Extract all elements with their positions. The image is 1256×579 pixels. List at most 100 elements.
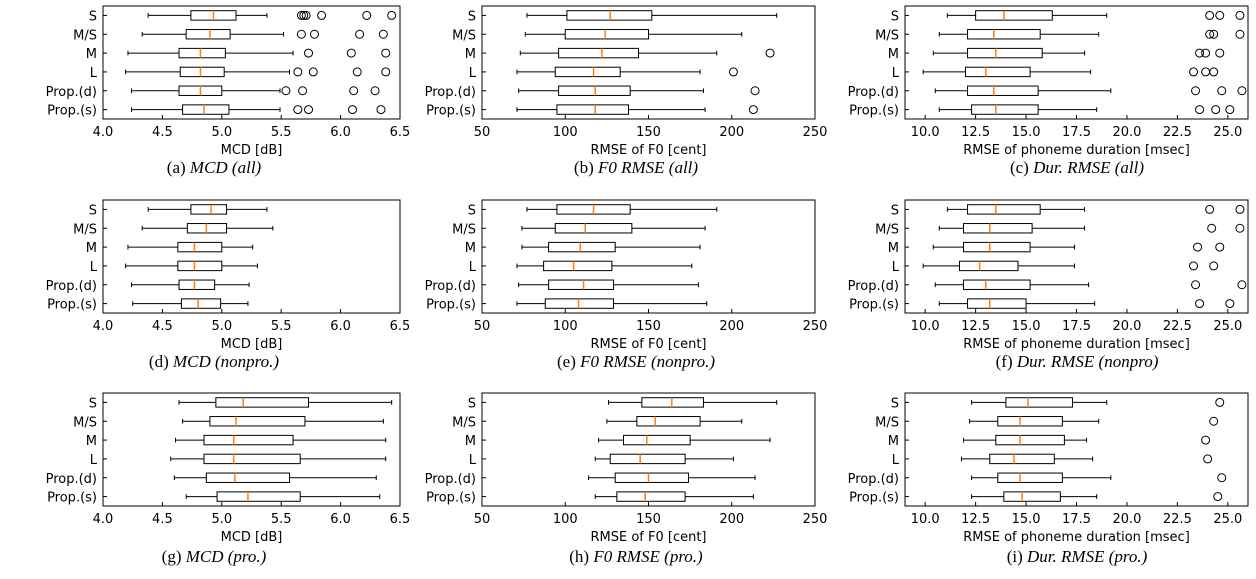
box-S bbox=[526, 204, 718, 215]
box-Prop.(d) bbox=[934, 85, 1247, 96]
outlier-point bbox=[362, 10, 372, 20]
x-tick-label: 4.0 bbox=[93, 319, 114, 334]
iqr-box bbox=[190, 204, 228, 215]
iqr-box bbox=[215, 397, 310, 408]
box-M/S bbox=[182, 416, 384, 427]
iqr-box bbox=[548, 279, 615, 290]
box-M/S bbox=[938, 29, 1245, 40]
x-tick-label: 6.5 bbox=[390, 319, 411, 334]
box-M bbox=[932, 47, 1225, 59]
y-tick-label: S bbox=[891, 396, 899, 411]
y-tick-label: Prop.(d) bbox=[848, 472, 899, 487]
panel-caption-e: (e) F0 RMSE (nonpro.) bbox=[486, 352, 786, 372]
box-M/S bbox=[521, 223, 706, 234]
iqr-box bbox=[614, 472, 689, 483]
outlier-point bbox=[1209, 416, 1219, 426]
y-tick-label: M bbox=[86, 47, 97, 62]
iqr-box bbox=[209, 416, 306, 427]
outlier-point bbox=[1213, 492, 1223, 502]
y-tick-label: M/S bbox=[452, 415, 476, 430]
iqr-box bbox=[967, 204, 1041, 215]
box-L bbox=[125, 260, 258, 272]
iqr-box bbox=[967, 298, 1027, 309]
outlier-point bbox=[381, 67, 391, 77]
x-tick-label: 25.0 bbox=[1213, 319, 1242, 334]
iqr-box bbox=[963, 279, 1031, 290]
y-tick-label: L bbox=[469, 453, 477, 468]
x-tick-label: 15.0 bbox=[1012, 125, 1041, 140]
outlier-point bbox=[1191, 280, 1201, 290]
outlier-point bbox=[765, 48, 775, 58]
outlier-point bbox=[355, 29, 365, 39]
outlier-point bbox=[1205, 204, 1215, 214]
iqr-box bbox=[975, 10, 1053, 21]
box-Prop.(d) bbox=[934, 279, 1247, 290]
y-tick-label: S bbox=[468, 9, 476, 24]
caption-title: Dur. RMSE (nonpro) bbox=[1016, 352, 1159, 371]
iqr-box bbox=[958, 260, 1019, 272]
outlier-point bbox=[1235, 10, 1245, 20]
panel-caption-g: (g) MCD (pro.) bbox=[64, 547, 364, 567]
caption-label: (b) bbox=[573, 158, 594, 177]
outlier-point bbox=[301, 10, 311, 20]
box-Prop.(d) bbox=[971, 472, 1227, 483]
x-tick-label: 150 bbox=[636, 512, 661, 527]
x-tick-label: 17.5 bbox=[1062, 319, 1091, 334]
outlier-point bbox=[1201, 48, 1211, 58]
x-tick-label: 6.5 bbox=[390, 125, 411, 140]
box-M bbox=[963, 434, 1211, 446]
y-tick-label: L bbox=[892, 453, 900, 468]
y-tick-label: L bbox=[469, 66, 477, 81]
box-S bbox=[147, 204, 268, 215]
outlier-point bbox=[1209, 67, 1219, 77]
x-tick-label: 10.0 bbox=[911, 125, 940, 140]
x-tick-label: 6.0 bbox=[330, 319, 351, 334]
outlier-point bbox=[370, 86, 380, 96]
box-Prop.(s) bbox=[594, 491, 754, 502]
iqr-box bbox=[205, 472, 291, 483]
box-S bbox=[971, 397, 1225, 408]
caption-label: (e) bbox=[557, 352, 576, 371]
outlier-point bbox=[1211, 105, 1221, 115]
iqr-box bbox=[623, 434, 691, 446]
outlier-point bbox=[1235, 29, 1245, 39]
y-tick-label: S bbox=[891, 9, 899, 24]
box-Prop.(s) bbox=[938, 104, 1235, 115]
outlier-point bbox=[308, 67, 318, 77]
iqr-box bbox=[1003, 491, 1061, 502]
caption-title: F0 RMSE (all) bbox=[597, 158, 699, 177]
x-tick-label: 100 bbox=[553, 319, 578, 334]
y-tick-label: S bbox=[89, 396, 97, 411]
box-Prop.(s) bbox=[938, 298, 1235, 309]
box-Prop.(s) bbox=[971, 491, 1223, 502]
iqr-box bbox=[963, 223, 1033, 234]
outlier-point bbox=[299, 10, 309, 20]
caption-label: (d) bbox=[148, 352, 169, 371]
outlier-point bbox=[296, 29, 306, 39]
x-tick-label: 25.0 bbox=[1213, 512, 1242, 527]
outlier-point bbox=[1225, 299, 1235, 309]
x-tick-label: 5.0 bbox=[211, 319, 232, 334]
outlier-point bbox=[1205, 29, 1215, 39]
x-tick-label: 200 bbox=[719, 125, 744, 140]
box-Prop.(d) bbox=[173, 472, 377, 483]
iqr-box bbox=[554, 66, 621, 78]
iqr-box bbox=[178, 279, 216, 290]
iqr-box bbox=[997, 416, 1063, 427]
box-Prop.(d) bbox=[131, 279, 250, 290]
x-tick-label: 50 bbox=[474, 512, 491, 527]
x-axis-label: RMSE of phoneme duration [msec] bbox=[963, 530, 1190, 545]
outlier-point bbox=[1195, 299, 1205, 309]
box-L bbox=[922, 260, 1219, 272]
outlier-point bbox=[1209, 261, 1219, 271]
x-tick-label: 12.5 bbox=[961, 512, 990, 527]
y-tick-label: M/S bbox=[875, 415, 899, 430]
outlier-point bbox=[352, 67, 362, 77]
box-L bbox=[516, 260, 693, 272]
outlier-point bbox=[293, 67, 303, 77]
y-tick-label: M/S bbox=[875, 28, 899, 43]
iqr-box bbox=[178, 47, 226, 59]
x-tick-label: 250 bbox=[803, 512, 828, 527]
